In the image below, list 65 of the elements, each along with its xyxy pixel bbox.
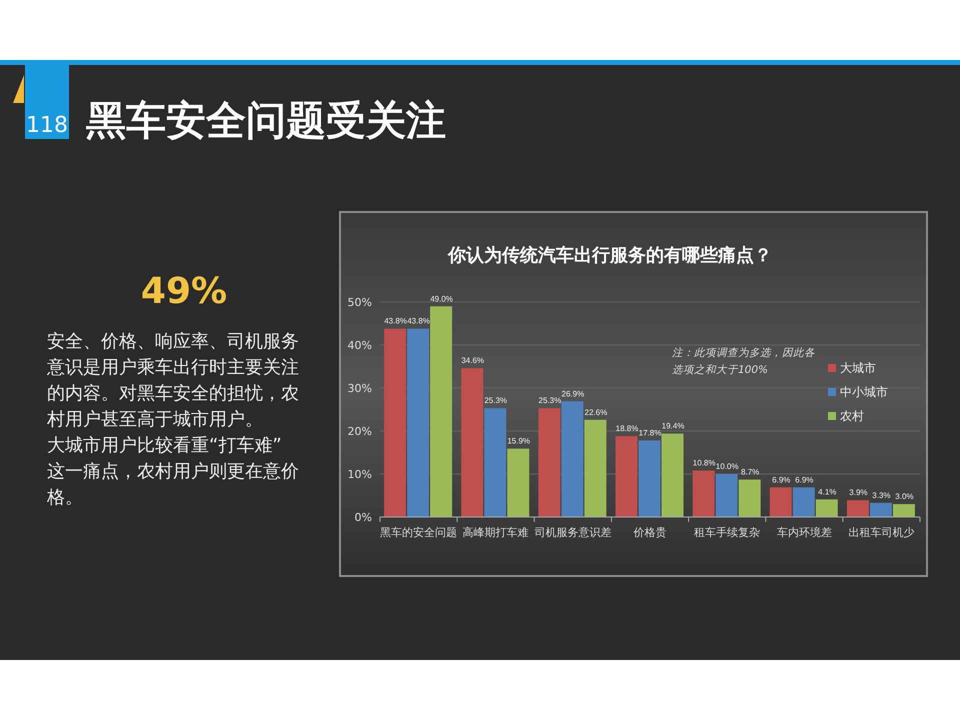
text: 49% [140, 271, 228, 312]
data-label: 18.8% [616, 424, 638, 434]
bar [892, 504, 915, 517]
bar [384, 328, 406, 517]
bar [407, 328, 430, 517]
bar [461, 368, 484, 517]
bar [561, 401, 584, 517]
annotation: 注：此项调查为多选，因此各选项之和大于100% [672, 347, 815, 376]
bar [692, 470, 715, 517]
bar [716, 474, 738, 517]
bar [770, 487, 792, 517]
y-tick-label: 50% [348, 296, 372, 309]
text: 黑车安全问题受关注 [86, 98, 446, 144]
data-label: 22.6% [584, 408, 608, 417]
bar [584, 420, 606, 517]
data-label: 43.8% [384, 316, 407, 326]
bar [484, 408, 506, 517]
bar [870, 502, 892, 517]
bar [430, 306, 452, 517]
data-label: 3.3% [872, 490, 891, 500]
data-label: 26.9% [562, 389, 584, 398]
data-label: 3.9% [849, 488, 868, 498]
bar [738, 480, 761, 517]
data-label: 4.1% [818, 487, 836, 496]
y-tick-label: 0% [354, 511, 372, 524]
bar [616, 436, 638, 517]
y-tick-label: 30% [348, 382, 372, 395]
data-label: 15.9% [507, 436, 530, 446]
bar [638, 440, 660, 517]
x-tick-label: 出租车司机少 [848, 526, 914, 539]
x-tick-label: 租车手续复杂 [694, 526, 760, 539]
y-tick-label: 20% [348, 425, 372, 438]
bar [846, 500, 869, 517]
legend-label: 中小城市 [840, 385, 888, 399]
bar [792, 487, 815, 517]
data-label: 10.8% [692, 458, 716, 468]
bar [538, 408, 560, 517]
data-label: 49.0% [430, 294, 453, 304]
data-label: 25.3% [538, 396, 562, 406]
data-label: 25.3% [484, 396, 508, 406]
text: 大城市用户比较看重“打车难”这一痛点，农村用户则更在意价格。 [46, 435, 299, 508]
data-label: 17.8% [638, 428, 662, 438]
data-label: 19.4% [662, 422, 684, 431]
data-label: 10.0% [716, 462, 738, 471]
x-tick-label: 价格贵 [632, 526, 666, 539]
chart-title: 你认为传统汽车出行服务的有哪些痛点？ [447, 245, 772, 266]
data-label: 43.8% [407, 316, 430, 326]
data-label: 6.9% [795, 475, 814, 484]
x-tick-label: 车内环境差 [776, 526, 832, 539]
x-tick-label: 司机服务意识差 [534, 526, 612, 539]
bar [816, 499, 838, 517]
bar [507, 448, 530, 517]
y-tick-label: 10% [348, 468, 372, 481]
data-label: 8.7% [741, 468, 760, 477]
data-label: 34.6% [461, 356, 484, 366]
legend-label: 大城市 [840, 361, 876, 375]
legend-label: 农村 [840, 409, 864, 423]
bar [662, 434, 684, 517]
text: 118 [26, 113, 68, 138]
x-tick-label: 黑车的安全问题 [380, 526, 458, 539]
y-tick-label: 40% [348, 339, 372, 352]
data-label: 6.9% [772, 475, 790, 484]
x-tick-label: 高峰期打车难 [462, 526, 529, 539]
text: 安全、价格、响应率、司机服务意识是用户乘车出行时主要关注的内容。对黑车安全的担忧，农村用户甚至高于城市用户。 [46, 331, 299, 430]
data-label: 3.0% [895, 492, 914, 502]
